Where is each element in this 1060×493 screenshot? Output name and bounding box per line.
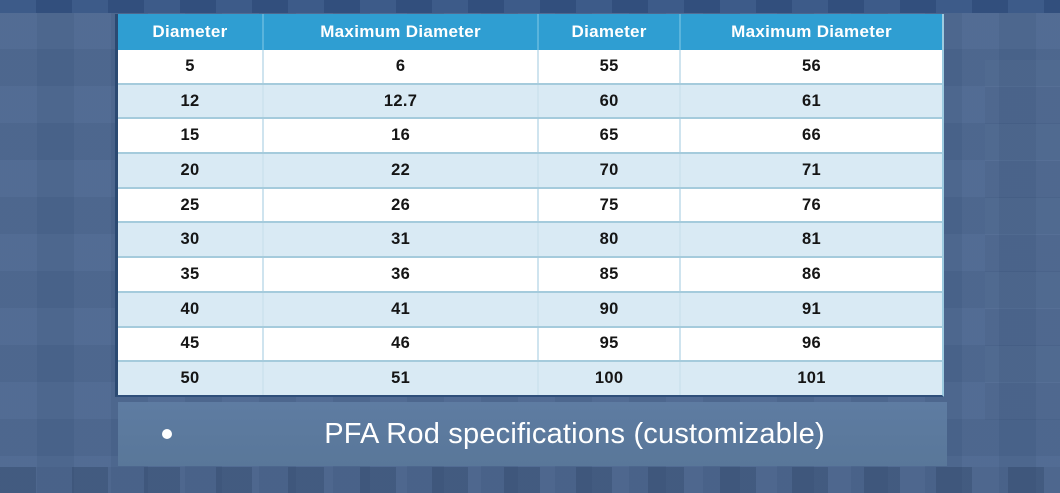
table-cell: 26 — [261, 188, 537, 222]
table-cell: 35 — [180, 264, 200, 283]
table-cell: 12.7 — [261, 84, 537, 118]
table-row: 20 22 70 71 — [118, 154, 942, 189]
table-cell: 75 — [537, 188, 679, 222]
table-cell: 101 — [679, 362, 942, 395]
table-cell: 36 — [261, 258, 537, 291]
table-cell: 12 — [180, 91, 200, 110]
table-cell: 85 — [537, 258, 679, 291]
table-cell: 30 — [180, 230, 200, 249]
table-cell: 90 — [537, 292, 679, 326]
table-row: 35 36 85 86 — [118, 258, 942, 293]
table-cell: 50 — [180, 369, 200, 388]
table-cell: 96 — [679, 327, 942, 361]
table-cell: 66 — [679, 119, 942, 153]
column-header-diameter-1: Diameter — [152, 22, 228, 41]
table-cell: 46 — [261, 327, 537, 361]
table-header-row: Diameter Maximum Diameter Diameter Maxim… — [118, 14, 942, 50]
table-cell: 45 — [180, 334, 200, 353]
table-row: 50 51 100 101 — [118, 362, 942, 395]
table-cell: 76 — [679, 188, 942, 222]
table-row: 40 41 90 91 — [118, 292, 942, 328]
table-cell: 86 — [679, 258, 942, 291]
table-cell: 31 — [261, 223, 537, 257]
table-row: 30 31 80 81 — [118, 223, 942, 259]
table-cell: 25 — [180, 195, 200, 214]
right-edge-pattern — [985, 60, 1060, 420]
table-row: 15 16 65 66 — [118, 119, 942, 155]
table-cell: 6 — [261, 50, 537, 83]
caption-bar: PFA Rod specifications (customizable) — [118, 402, 947, 466]
table-cell: 15 — [180, 126, 200, 145]
table-cell: 91 — [679, 292, 942, 326]
spec-table: Diameter Maximum Diameter Diameter Maxim… — [115, 14, 944, 397]
table-cell: 95 — [537, 327, 679, 361]
table-cell: 41 — [261, 292, 537, 326]
table-cell: 70 — [537, 154, 679, 187]
table-cell: 100 — [537, 362, 679, 395]
table-row: 45 46 95 96 — [118, 327, 942, 363]
table-cell: 5 — [185, 56, 195, 75]
table-cell: 16 — [261, 119, 537, 153]
table-row: 12 12.7 60 61 — [118, 84, 942, 120]
caption-text: PFA Rod specifications (customizable) — [324, 417, 825, 450]
table-cell: 81 — [679, 223, 942, 257]
top-edge-pattern — [0, 0, 1060, 13]
table-row: 5 6 55 56 — [118, 50, 942, 85]
bullet-icon — [162, 429, 172, 439]
table-cell: 51 — [261, 362, 537, 395]
table-cell: 65 — [537, 119, 679, 153]
bottom-edge-pattern — [0, 467, 1060, 493]
column-header-diameter-2: Diameter — [537, 14, 679, 50]
table-row: 25 26 75 76 — [118, 188, 942, 224]
column-header-max-diameter-2: Maximum Diameter — [679, 14, 942, 50]
table-cell: 71 — [679, 154, 942, 187]
table-cell: 56 — [679, 50, 942, 83]
table-cell: 40 — [180, 299, 200, 318]
table-cell: 20 — [180, 160, 200, 179]
table-cell: 61 — [679, 84, 942, 118]
table-cell: 22 — [261, 154, 537, 187]
table-cell: 60 — [537, 84, 679, 118]
column-header-max-diameter-1: Maximum Diameter — [261, 14, 537, 50]
table-cell: 80 — [537, 223, 679, 257]
table-cell: 55 — [537, 50, 679, 83]
